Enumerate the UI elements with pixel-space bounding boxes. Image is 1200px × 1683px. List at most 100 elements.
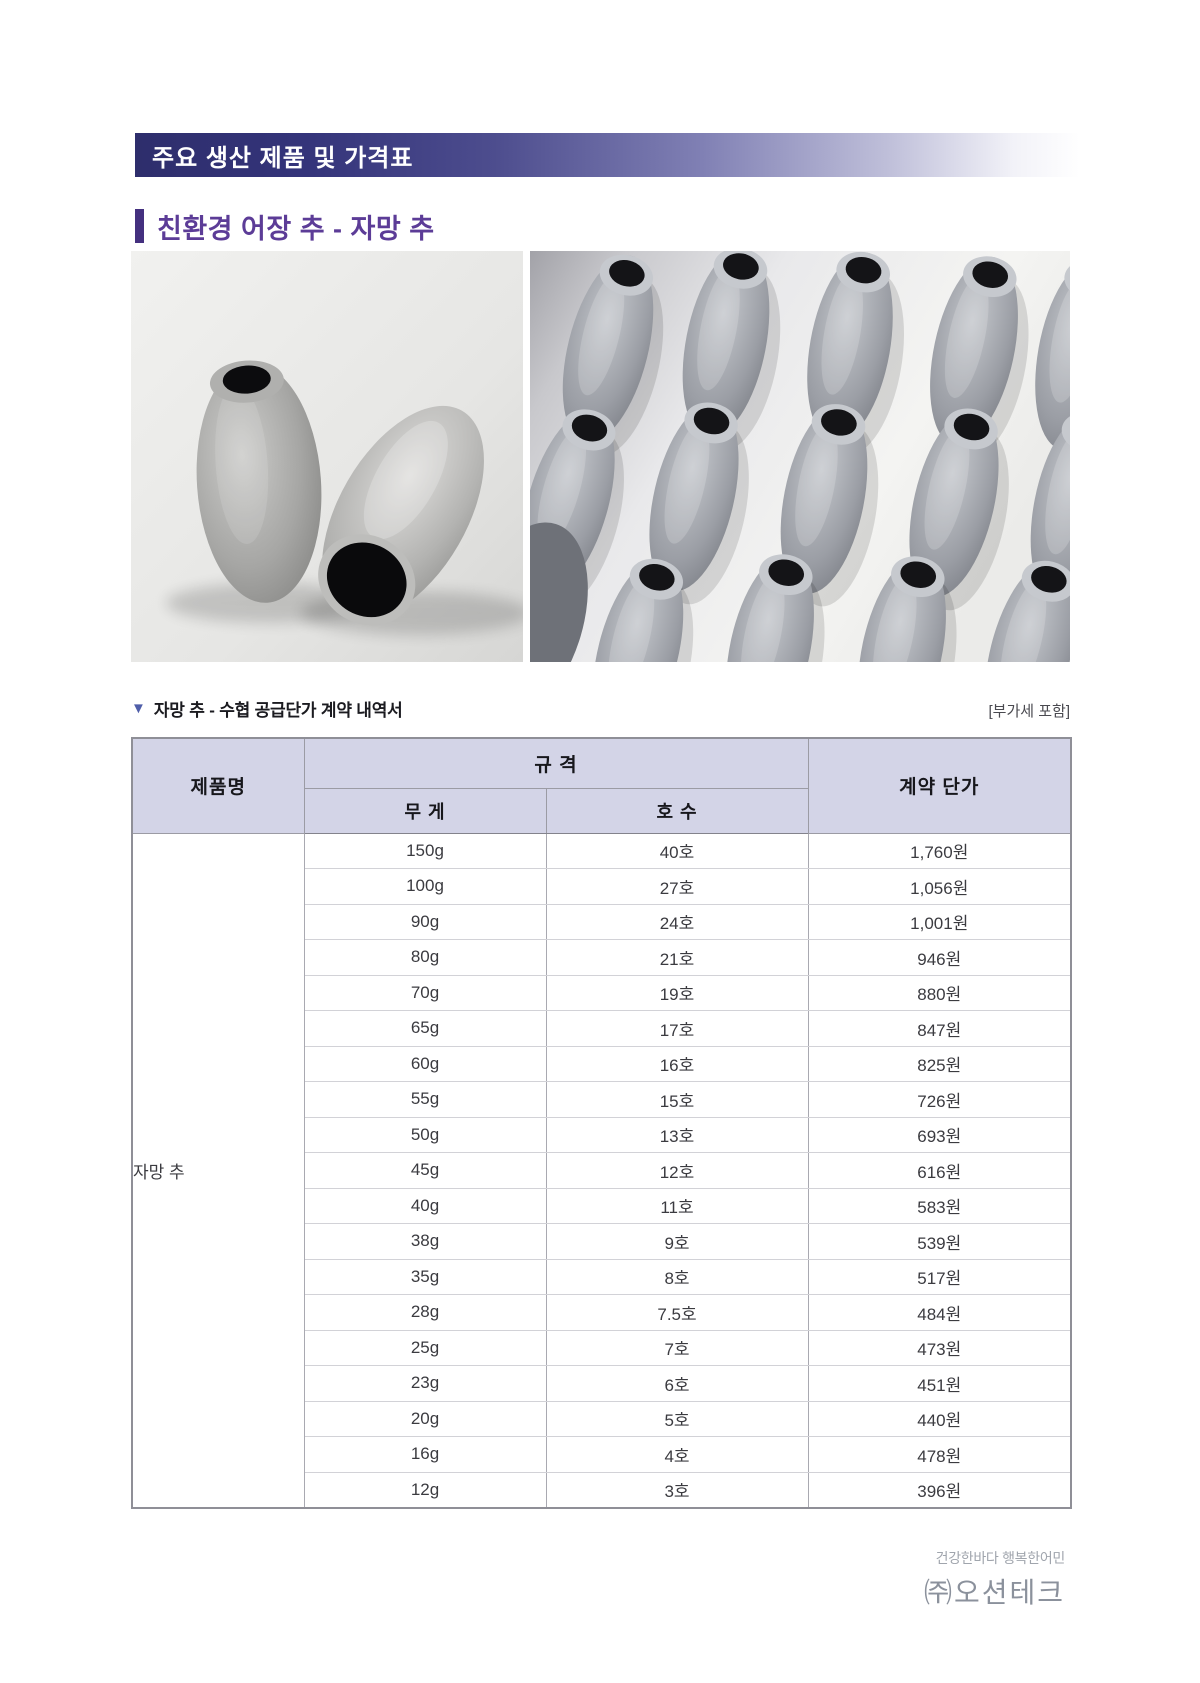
price-table: 제품명 규 격 계약 단가 무 게 호 수 자망 추 150g 40호 1,760원 1… bbox=[131, 737, 1072, 1509]
price-cell: 473원 bbox=[807, 1329, 1072, 1366]
product-photos bbox=[131, 251, 1070, 662]
sinker-right bbox=[318, 405, 484, 626]
weight-cell: 25g bbox=[303, 1329, 547, 1366]
size-cell: 19호 bbox=[545, 974, 809, 1011]
col-header-weight: 무 게 bbox=[303, 787, 547, 834]
table-row: 35g 8호 517원 bbox=[132, 1258, 1072, 1295]
size-cell: 9호 bbox=[545, 1223, 809, 1260]
price-cell: 517원 bbox=[807, 1258, 1072, 1295]
table-row: 55g 15호 726원 bbox=[132, 1081, 1072, 1118]
table-row: 자망 추 150g 40호 1,760원 bbox=[131, 832, 1072, 1508]
table-row: 38g 9호 539원 bbox=[132, 1223, 1072, 1260]
weight-cell: 20g bbox=[303, 1400, 547, 1437]
price-cell: 726원 bbox=[807, 1081, 1072, 1118]
price-cell: 440원 bbox=[807, 1400, 1072, 1437]
sinker-left bbox=[196, 360, 322, 603]
weight-cell: 23g bbox=[303, 1365, 547, 1402]
sinker-closeup-graphic bbox=[131, 251, 523, 662]
weight-cell: 90g bbox=[303, 903, 547, 940]
table-row: 28g 7.5호 484원 bbox=[132, 1294, 1072, 1331]
size-cell: 3호 bbox=[545, 1471, 809, 1508]
header-row-2: 무 게 호 수 bbox=[132, 787, 1071, 834]
size-cell: 17호 bbox=[545, 1010, 809, 1047]
weight-cell: 70g bbox=[303, 974, 547, 1011]
size-cell: 15호 bbox=[545, 1081, 809, 1118]
section-bar-icon bbox=[135, 209, 144, 243]
table-row: 90g 24호 1,001원 bbox=[132, 903, 1072, 940]
product-photo-array bbox=[530, 251, 1070, 662]
size-cell: 5호 bbox=[545, 1400, 809, 1437]
weight-cell: 55g bbox=[303, 1081, 547, 1118]
page-header-banner: 주요 생산 제품 및 가격표 bbox=[135, 133, 1080, 177]
size-cell: 13호 bbox=[545, 1116, 809, 1153]
size-cell: 24호 bbox=[545, 903, 809, 940]
size-cell: 16호 bbox=[545, 1045, 809, 1082]
size-cell: 40호 bbox=[545, 832, 809, 869]
table-row: 70g 19호 880원 bbox=[132, 974, 1072, 1011]
price-cell: 1,056원 bbox=[807, 868, 1072, 905]
weight-cell: 28g bbox=[303, 1294, 547, 1331]
price-cell: 1,001원 bbox=[807, 903, 1072, 940]
table-row: 45g 12호 616원 bbox=[132, 1152, 1072, 1189]
weight-cell: 50g bbox=[303, 1116, 547, 1153]
price-cell: 396원 bbox=[807, 1471, 1072, 1508]
price-cell: 1,760원 bbox=[807, 832, 1072, 869]
price-cell: 847원 bbox=[807, 1010, 1072, 1047]
weight-cell: 40g bbox=[303, 1187, 547, 1224]
triangle-down-icon: ▼ bbox=[131, 700, 146, 717]
price-cell: 693원 bbox=[807, 1116, 1072, 1153]
section-title-row: 친환경 어장 추 - 자망 추 bbox=[135, 206, 435, 246]
size-cell: 4호 bbox=[545, 1436, 809, 1473]
weight-cell: 38g bbox=[303, 1223, 547, 1260]
table-row: 65g 17호 847원 bbox=[132, 1010, 1072, 1047]
price-cell: 616원 bbox=[807, 1152, 1072, 1189]
table-row: 16g 4호 478원 bbox=[132, 1436, 1072, 1473]
col-header-price: 계약 단가 bbox=[807, 737, 1072, 834]
table-row: 80g 21호 946원 bbox=[132, 939, 1072, 976]
size-cell: 27호 bbox=[545, 868, 809, 905]
product-name-cell: 자망 추 bbox=[131, 832, 305, 1508]
table-row: 60g 16호 825원 bbox=[132, 1045, 1072, 1082]
price-cell: 484원 bbox=[807, 1294, 1072, 1331]
page-title: 주요 생산 제품 및 가격표 bbox=[152, 144, 414, 172]
col-header-product: 제품명 bbox=[131, 737, 305, 834]
price-cell: 451원 bbox=[807, 1365, 1072, 1402]
table-row: 20g 5호 440원 bbox=[132, 1400, 1072, 1437]
weight-cell: 100g bbox=[303, 868, 547, 905]
header-row-1: 제품명 규 격 계약 단가 bbox=[131, 737, 1072, 834]
weight-cell: 35g bbox=[303, 1258, 547, 1295]
table-row: 23g 6호 451원 bbox=[132, 1365, 1072, 1402]
price-table-header: 제품명 규 격 계약 단가 무 게 호 수 bbox=[131, 737, 1072, 834]
footer-slogan: 건강한바다 행복한어민 bbox=[935, 1550, 1066, 1566]
weight-cell: 16g bbox=[303, 1436, 547, 1473]
price-cell: 478원 bbox=[807, 1436, 1072, 1473]
size-cell: 11호 bbox=[545, 1187, 809, 1224]
table-row: 100g 27호 1,056원 bbox=[132, 868, 1072, 905]
size-cell: 7호 bbox=[545, 1329, 809, 1366]
sinker-array-graphic bbox=[530, 251, 1070, 662]
table-caption-row: ▼ 자망 추 - 수협 공급단가 계약 내역서 [부가세 포함] bbox=[131, 696, 1070, 721]
vat-note: [부가세 포함] bbox=[988, 703, 1070, 720]
weight-cell: 80g bbox=[303, 939, 547, 976]
weight-cell: 60g bbox=[303, 1045, 547, 1082]
price-cell: 583원 bbox=[807, 1187, 1072, 1224]
table-row: 12g 3호 396원 bbox=[132, 1471, 1072, 1508]
price-cell: 825원 bbox=[807, 1045, 1072, 1082]
table-caption-title: 자망 추 - 수협 공급단가 계약 내역서 bbox=[153, 701, 403, 720]
col-header-size: 호 수 bbox=[545, 787, 809, 834]
size-cell: 7.5호 bbox=[545, 1294, 809, 1331]
price-cell: 946원 bbox=[807, 939, 1072, 976]
company-logo: ㈜오션테크 bbox=[923, 1577, 1065, 1608]
weight-cell: 45g bbox=[303, 1152, 547, 1189]
product-photo-closeup bbox=[131, 251, 523, 662]
weight-cell: 65g bbox=[303, 1010, 547, 1047]
size-cell: 8호 bbox=[545, 1258, 809, 1295]
weight-cell: 150g bbox=[303, 832, 547, 869]
col-header-spec: 규 격 bbox=[303, 737, 809, 789]
footer: 건강한바다 행복한어민 ㈜오션테크 bbox=[924, 1548, 1065, 1611]
table-caption: ▼ 자망 추 - 수협 공급단가 계약 내역서 bbox=[131, 696, 403, 721]
price-table-body: 자망 추 150g 40호 1,760원 100g 27호 1,056원 90g 24호 1,00… bbox=[131, 832, 1072, 1508]
weight-cell: 12g bbox=[303, 1471, 547, 1508]
section-title: 친환경 어장 추 - 자망 추 bbox=[157, 213, 435, 244]
